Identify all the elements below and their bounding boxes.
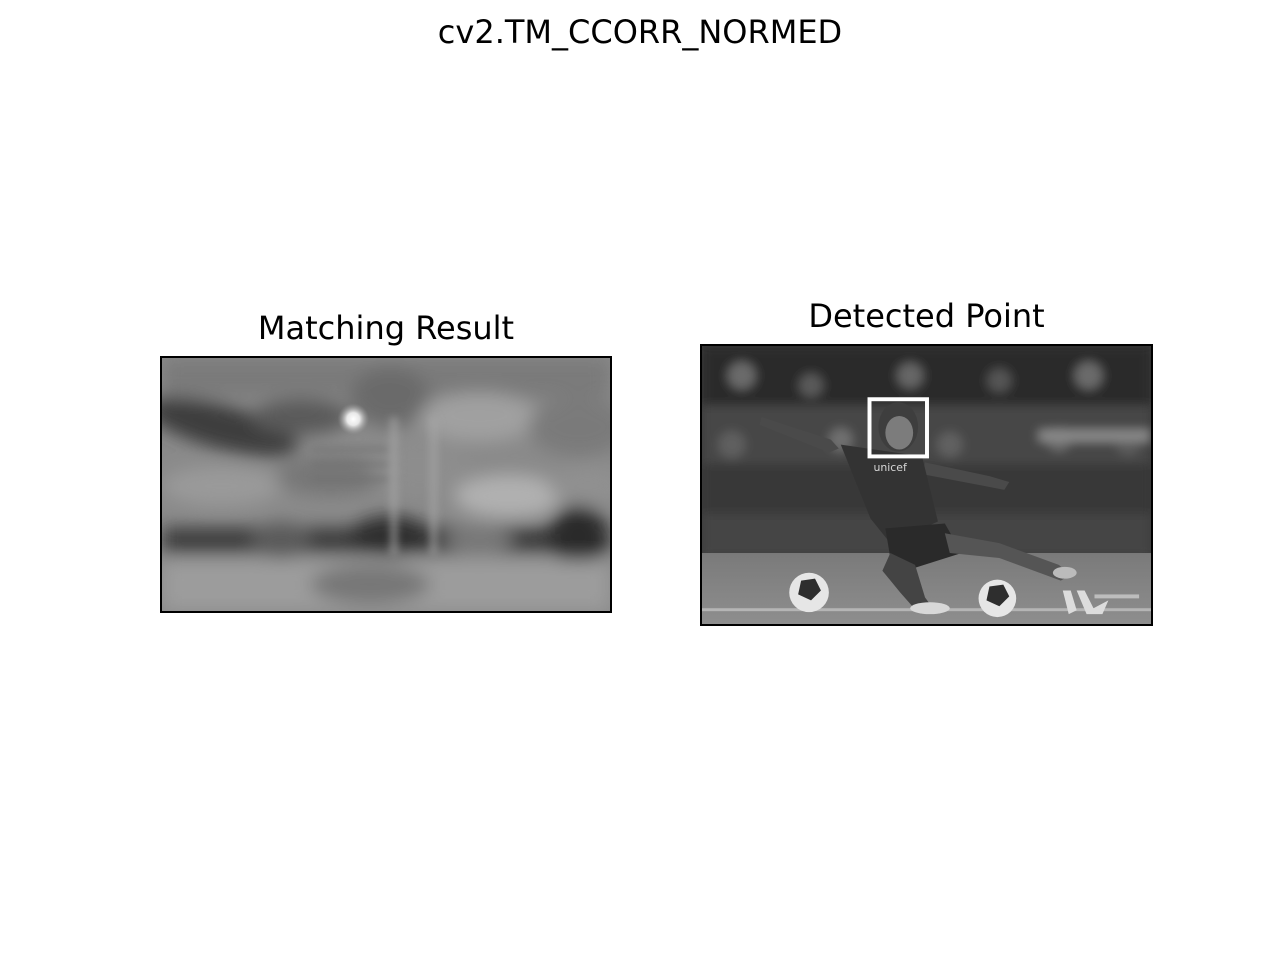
broadcaster-logo bbox=[1062, 590, 1140, 615]
figure-suptitle: cv2.TM_CCORR_NORMED bbox=[437, 13, 843, 51]
jersey-sponsor-text: unicef bbox=[873, 461, 908, 474]
matching-result-image bbox=[162, 358, 610, 611]
detected-point-axes: unicef bbox=[700, 344, 1153, 626]
matching-result-axes bbox=[160, 356, 612, 613]
detection-rectangle bbox=[867, 397, 929, 459]
panel-title-matching-result: Matching Result bbox=[257, 309, 515, 347]
panel-title-detected-point: Detected Point bbox=[808, 297, 1045, 335]
detected-point-image: unicef bbox=[702, 346, 1151, 624]
